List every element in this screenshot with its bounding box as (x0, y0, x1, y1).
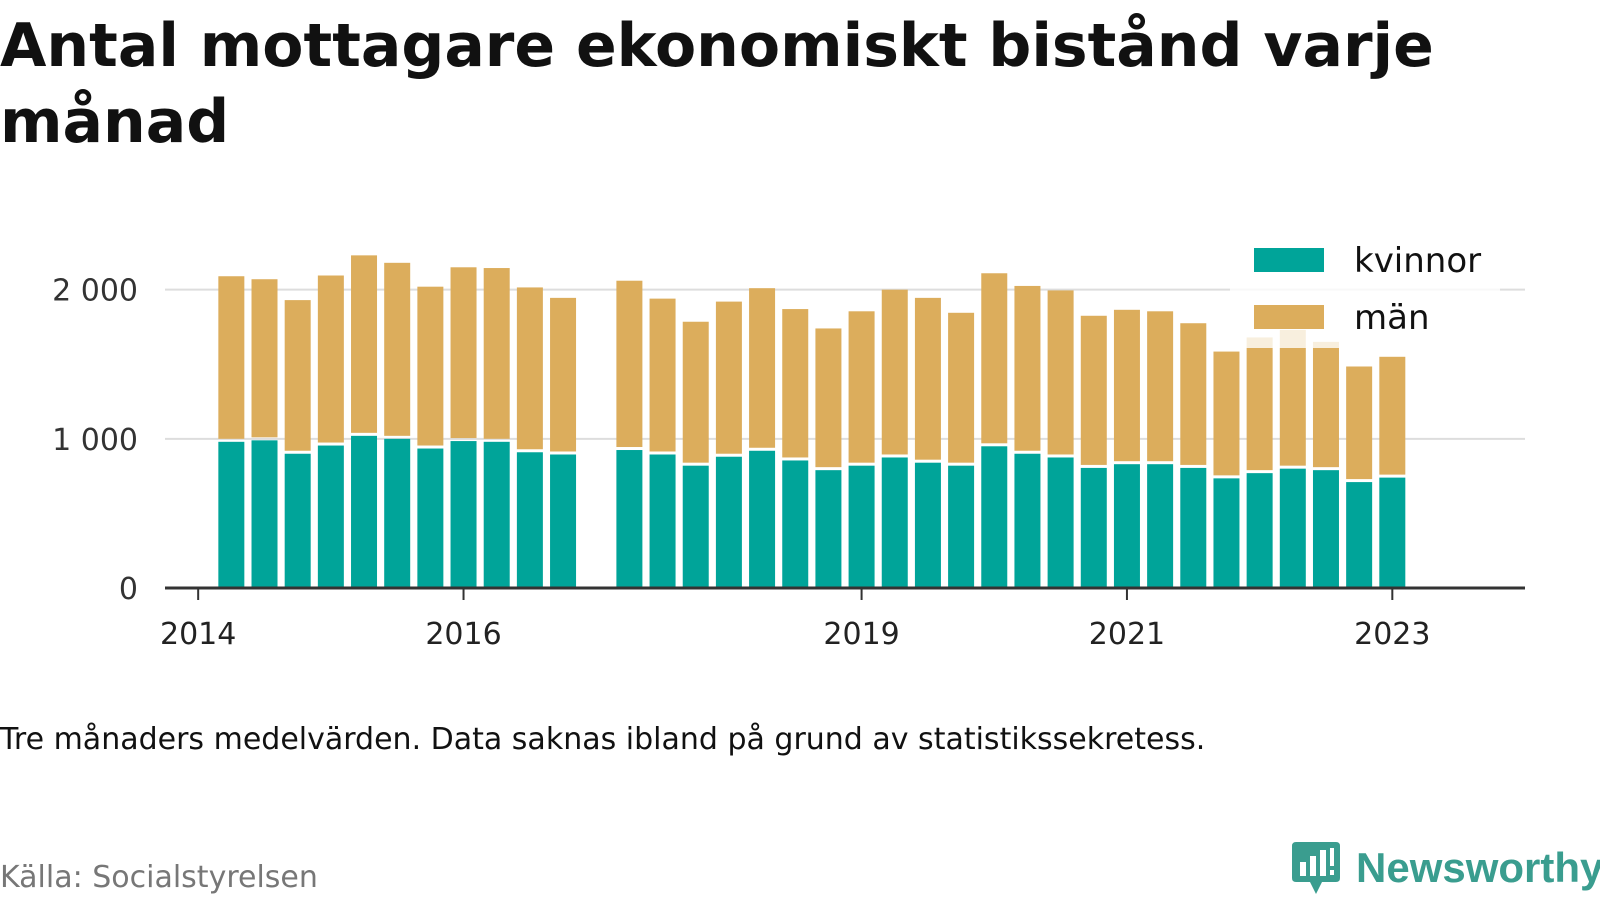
bar-kvinnor (317, 445, 344, 588)
bar-man (782, 309, 809, 458)
bar-man (218, 276, 245, 439)
bar-man (1113, 309, 1140, 462)
legend-swatch (1254, 305, 1324, 329)
bar-man (1312, 341, 1339, 468)
bar-kvinnor (881, 457, 908, 588)
bar-kvinnor (384, 438, 411, 588)
bar-kvinnor (417, 448, 444, 588)
bar-kvinnor (1080, 467, 1107, 588)
bar-man (284, 300, 311, 451)
bar-man (981, 273, 1008, 444)
bar-kvinnor (682, 465, 709, 588)
bar-kvinnor (782, 460, 809, 588)
bar-kvinnor (948, 465, 975, 588)
bar-kvinnor (1047, 457, 1074, 588)
bar-man (1147, 311, 1174, 462)
bar-man (1279, 329, 1306, 466)
x-tick-label: 2019 (823, 617, 899, 652)
bar-man (1246, 337, 1273, 471)
bar-man (1346, 366, 1373, 480)
bar-kvinnor (848, 465, 875, 588)
x-tick-label: 2021 (1089, 617, 1165, 652)
brand-name: Newsworthy (1356, 844, 1600, 891)
bar-man (914, 297, 941, 460)
bar-man (1047, 290, 1074, 455)
bar-man (317, 275, 344, 443)
bar-man (649, 298, 676, 452)
bar-man (682, 321, 709, 463)
bar-man (881, 289, 908, 455)
bar-kvinnor (1379, 477, 1406, 588)
bar-man (483, 268, 510, 439)
x-tick-label: 2016 (425, 617, 501, 652)
bar-man (417, 286, 444, 446)
bar-man (815, 328, 842, 468)
newsworthy-logo-icon (1292, 842, 1340, 894)
bar-man (616, 280, 643, 448)
bar-kvinnor (616, 450, 643, 588)
y-tick-label: 1 000 (52, 423, 138, 458)
bar-kvinnor (284, 453, 311, 588)
bar-kvinnor (1312, 470, 1339, 588)
bar-kvinnor (1246, 473, 1273, 588)
y-tick-label: 2 000 (52, 274, 138, 309)
x-tick-label: 2014 (160, 617, 236, 652)
bar-kvinnor (351, 435, 378, 588)
bar-kvinnor (1180, 467, 1207, 588)
bar-man (516, 287, 543, 450)
bar-man (1379, 356, 1406, 475)
bar-kvinnor (1113, 464, 1140, 588)
bar-kvinnor (749, 450, 776, 588)
bar-kvinnor (550, 454, 577, 588)
bar-man (384, 262, 411, 436)
y-tick-label: 0 (119, 572, 138, 607)
bar-kvinnor (251, 440, 278, 588)
bar-kvinnor (450, 441, 477, 588)
bar-kvinnor (1279, 468, 1306, 588)
bar-kvinnor (715, 456, 742, 588)
bar-kvinnor (1014, 453, 1041, 588)
bar-kvinnor (815, 470, 842, 588)
bar-kvinnor (1147, 464, 1174, 588)
x-tick-label: 2023 (1354, 617, 1430, 652)
bar-man (1080, 315, 1107, 465)
bar-man (1180, 323, 1207, 465)
legend-swatch (1254, 248, 1324, 272)
bar-kvinnor (516, 452, 543, 588)
bar-man (251, 279, 278, 438)
bar-kvinnor (218, 441, 245, 588)
chart-note: Tre månaders medelvärden. Data saknas ib… (0, 722, 1206, 757)
bar-kvinnor (1346, 482, 1373, 588)
legend-label: kvinnor (1354, 241, 1481, 281)
bar-kvinnor (981, 446, 1008, 588)
bar-man (450, 267, 477, 439)
legend-label: män (1354, 298, 1430, 338)
bar-man (550, 297, 577, 452)
bar-kvinnor (649, 454, 676, 588)
chart-title: Antal mottagare ekonomiskt bistånd varje… (0, 11, 1434, 157)
bar-man (351, 255, 378, 433)
bar-man (1213, 351, 1240, 476)
bar-man (749, 288, 776, 448)
bar-man (715, 301, 742, 454)
bar-kvinnor (483, 441, 510, 588)
brand-logo: Newsworthy (1290, 840, 1600, 896)
bar-kvinnor (914, 462, 941, 588)
bar-man (848, 311, 875, 463)
source-label: Källa: Socialstyrelsen (0, 860, 318, 895)
bar-kvinnor (1213, 478, 1240, 588)
bar-man (948, 312, 975, 463)
bar-man (1014, 285, 1041, 451)
